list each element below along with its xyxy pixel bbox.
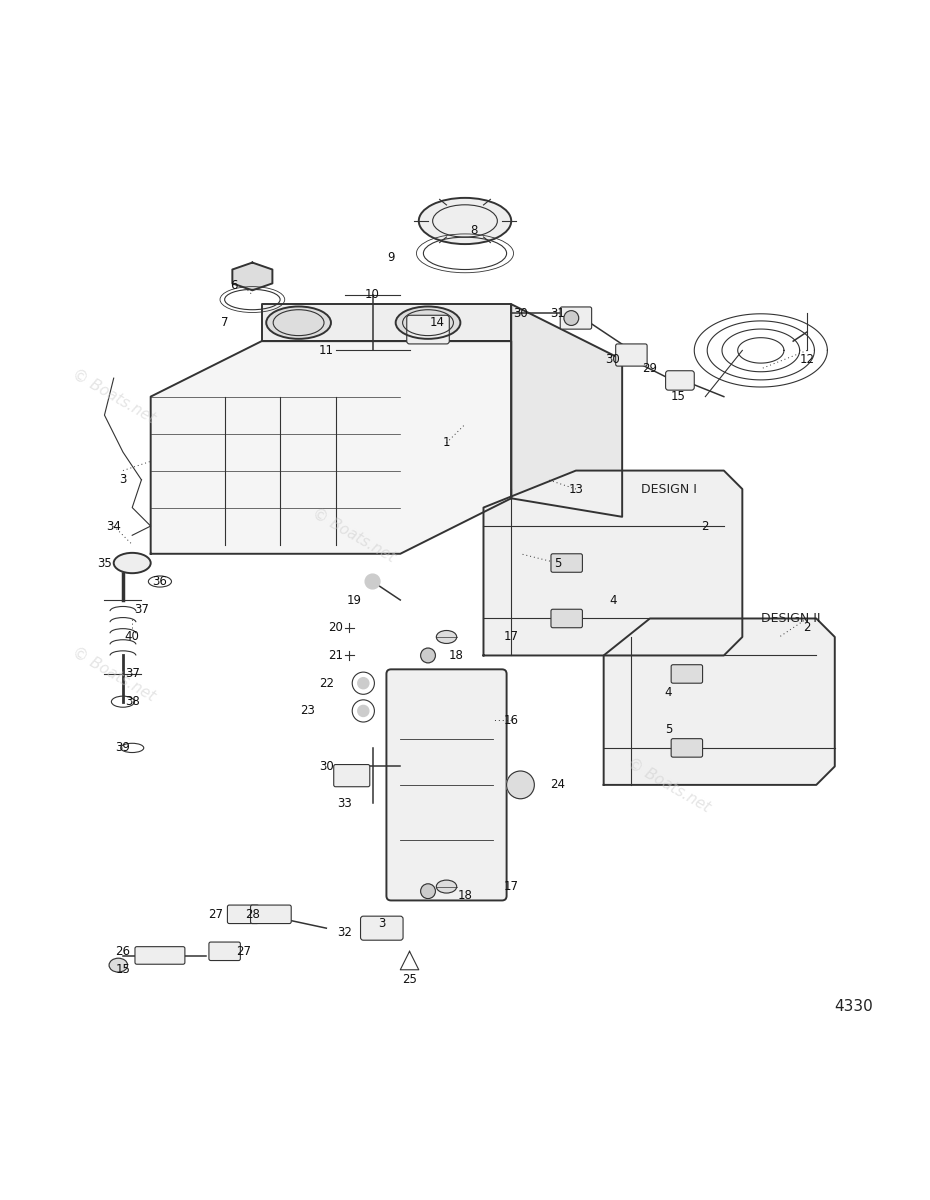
- Text: 5: 5: [665, 722, 672, 736]
- Text: 31: 31: [550, 307, 565, 320]
- Text: DESIGN II: DESIGN II: [761, 612, 820, 625]
- Text: 30: 30: [319, 760, 334, 773]
- Text: 28: 28: [245, 908, 259, 920]
- Text: © Boats.net: © Boats.net: [310, 505, 398, 565]
- FancyBboxPatch shape: [560, 307, 591, 329]
- Text: 18: 18: [448, 649, 463, 662]
- Circle shape: [564, 311, 578, 325]
- Text: 21: 21: [328, 649, 343, 662]
- Text: 19: 19: [347, 594, 362, 606]
- Text: 3: 3: [379, 917, 386, 930]
- Polygon shape: [232, 263, 272, 290]
- Text: 23: 23: [300, 704, 315, 718]
- Text: 14: 14: [430, 316, 445, 329]
- Text: 17: 17: [504, 880, 519, 893]
- Ellipse shape: [436, 630, 457, 643]
- Text: 3: 3: [119, 473, 126, 486]
- Ellipse shape: [113, 553, 151, 574]
- Polygon shape: [604, 618, 835, 785]
- Text: 26: 26: [115, 944, 130, 958]
- Text: 34: 34: [106, 520, 121, 533]
- FancyBboxPatch shape: [387, 670, 507, 900]
- Text: 16: 16: [504, 714, 519, 727]
- Circle shape: [507, 772, 535, 799]
- Text: 22: 22: [319, 677, 334, 690]
- FancyBboxPatch shape: [671, 739, 702, 757]
- Text: 4330: 4330: [834, 1000, 872, 1014]
- Text: 5: 5: [553, 557, 561, 570]
- Text: 15: 15: [671, 390, 685, 403]
- Text: © Boats.net: © Boats.net: [70, 644, 158, 703]
- Text: 2: 2: [701, 520, 709, 533]
- Text: 25: 25: [402, 972, 417, 985]
- Text: 27: 27: [208, 908, 223, 920]
- Text: © Boats.net: © Boats.net: [624, 755, 712, 815]
- Text: 39: 39: [115, 742, 130, 755]
- Text: 29: 29: [643, 362, 658, 376]
- Text: 7: 7: [221, 316, 229, 329]
- Text: 32: 32: [338, 926, 352, 940]
- FancyBboxPatch shape: [209, 942, 240, 960]
- FancyBboxPatch shape: [361, 916, 403, 940]
- Text: 11: 11: [319, 344, 334, 356]
- Text: 8: 8: [471, 223, 478, 236]
- Ellipse shape: [436, 880, 457, 893]
- Text: 40: 40: [125, 630, 140, 643]
- Text: 10: 10: [365, 288, 380, 301]
- Text: 37: 37: [125, 667, 140, 680]
- Text: 35: 35: [97, 557, 112, 570]
- Text: 18: 18: [458, 889, 472, 902]
- Circle shape: [358, 678, 369, 689]
- Text: 36: 36: [153, 575, 167, 588]
- Text: 2: 2: [804, 622, 811, 635]
- Text: © Boats.net: © Boats.net: [70, 367, 158, 426]
- Circle shape: [358, 706, 369, 716]
- Circle shape: [365, 574, 380, 589]
- Polygon shape: [261, 304, 512, 341]
- Text: 30: 30: [605, 353, 620, 366]
- Polygon shape: [512, 304, 622, 517]
- Text: 37: 37: [134, 602, 149, 616]
- Text: 24: 24: [550, 779, 565, 791]
- Text: 4: 4: [665, 686, 672, 698]
- Text: 17: 17: [504, 630, 519, 643]
- Circle shape: [420, 884, 435, 899]
- Polygon shape: [151, 341, 512, 553]
- FancyBboxPatch shape: [135, 947, 185, 965]
- Ellipse shape: [109, 959, 127, 972]
- FancyBboxPatch shape: [616, 344, 647, 366]
- Circle shape: [420, 648, 435, 662]
- Text: 38: 38: [125, 695, 140, 708]
- Text: 12: 12: [800, 353, 815, 366]
- FancyBboxPatch shape: [250, 905, 291, 924]
- FancyBboxPatch shape: [406, 316, 449, 344]
- FancyBboxPatch shape: [551, 553, 582, 572]
- FancyBboxPatch shape: [551, 610, 582, 628]
- Text: 9: 9: [387, 252, 395, 264]
- FancyBboxPatch shape: [334, 764, 370, 787]
- FancyBboxPatch shape: [228, 905, 259, 924]
- Text: 6: 6: [230, 280, 238, 292]
- Ellipse shape: [266, 306, 331, 338]
- Text: DESIGN I: DESIGN I: [641, 482, 697, 496]
- FancyBboxPatch shape: [671, 665, 702, 683]
- Text: 13: 13: [568, 482, 583, 496]
- Polygon shape: [484, 470, 742, 655]
- Ellipse shape: [418, 198, 512, 244]
- Ellipse shape: [395, 306, 460, 338]
- Text: 20: 20: [328, 622, 343, 635]
- Text: 33: 33: [338, 797, 352, 810]
- Text: 15: 15: [115, 964, 130, 977]
- FancyBboxPatch shape: [666, 371, 695, 390]
- Text: 4: 4: [609, 594, 617, 606]
- Text: 27: 27: [235, 944, 250, 958]
- Text: 30: 30: [513, 307, 528, 320]
- Text: 1: 1: [443, 437, 450, 449]
